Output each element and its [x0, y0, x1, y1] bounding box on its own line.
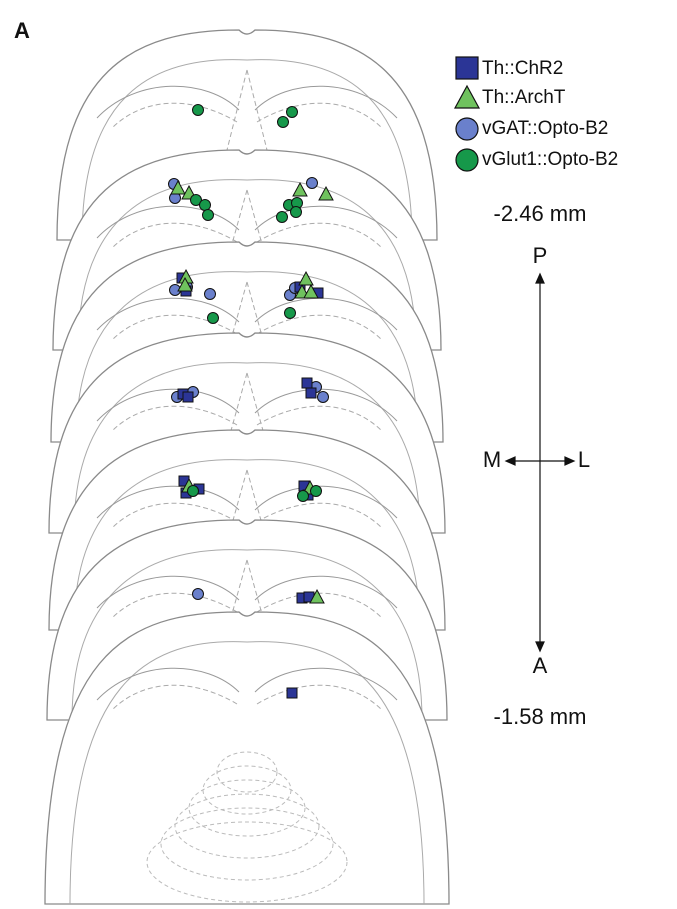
legend-label: Th::ArchT — [482, 87, 566, 108]
marker-circle — [287, 107, 298, 118]
legend-label: vGlut1::Opto-B2 — [482, 149, 618, 170]
figure: A Th::ChR2 Th::ArchT vGAT::Opto-B2 vGlut… — [0, 0, 677, 909]
marker-circle — [298, 491, 309, 502]
arrow-head — [565, 457, 574, 465]
legend-circle — [456, 149, 478, 171]
marker-circle — [200, 200, 211, 211]
legend: Th::ChR2 Th::ArchT vGAT::Opto-B2 vGlut1:… — [455, 57, 618, 171]
marker-circle — [193, 589, 204, 600]
marker-circle — [318, 392, 329, 403]
panel-label: A — [14, 18, 30, 43]
axis-label: M — [483, 447, 501, 472]
marker-circle — [278, 117, 289, 128]
arrow-head — [536, 642, 544, 651]
level-label: -1.58 mm — [494, 704, 587, 729]
brain-sections — [45, 30, 449, 904]
marker-circle — [205, 289, 216, 300]
marker-circle — [203, 210, 214, 221]
level-label: -2.46 mm — [494, 201, 587, 226]
marker-square — [306, 388, 316, 398]
axis-label: A — [533, 653, 548, 678]
legend-square — [456, 57, 478, 79]
marker-circle — [307, 178, 318, 189]
arrow-head — [536, 274, 544, 283]
legend-triangle — [455, 86, 479, 108]
legend-circle — [456, 118, 478, 140]
marker-square — [302, 378, 312, 388]
marker-square — [183, 392, 193, 402]
marker-circle — [311, 486, 322, 497]
marker-circle — [208, 313, 219, 324]
axis-label: L — [578, 447, 590, 472]
axis-label: P — [533, 243, 548, 268]
marker-circle — [193, 105, 204, 116]
legend-label: Th::ChR2 — [482, 58, 563, 79]
legend-label: vGAT::Opto-B2 — [482, 118, 608, 139]
section-outline — [45, 612, 449, 904]
marker-circle — [285, 308, 296, 319]
marker-circle — [277, 212, 288, 223]
marker-circle — [291, 207, 302, 218]
orientation-arrows — [506, 274, 574, 651]
arrow-head — [506, 457, 515, 465]
marker-circle — [188, 486, 199, 497]
marker-square — [287, 688, 297, 698]
